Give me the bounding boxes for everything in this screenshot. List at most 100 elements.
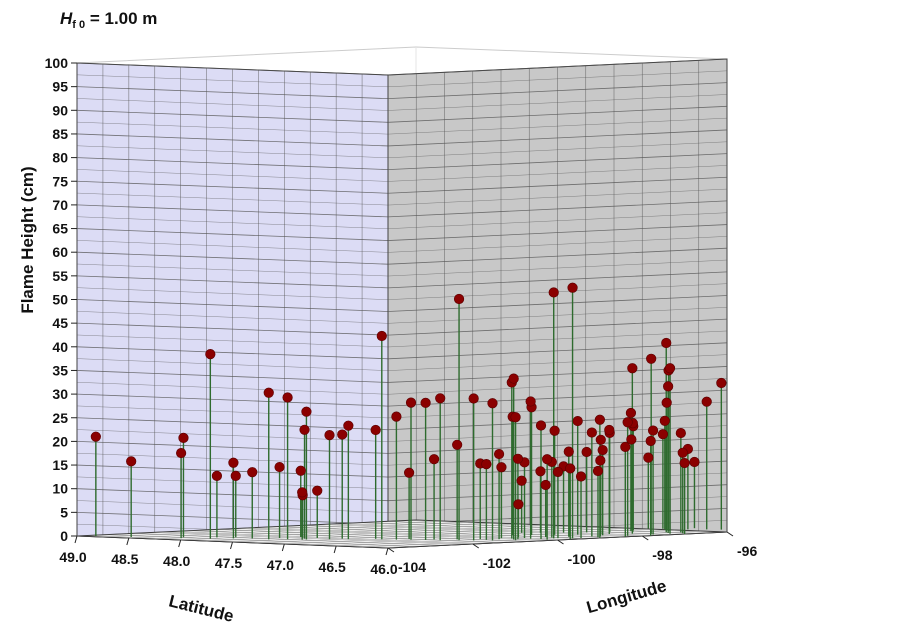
floor-gridline [246,527,558,541]
data-point [525,396,536,407]
data-point [659,415,670,426]
data-point [575,471,587,482]
x-tick-label: 47.5 [215,555,242,571]
data-point [565,463,576,474]
data-point [535,420,547,431]
y-tick-label: -102 [483,555,511,571]
floor-gridline [274,526,586,539]
data-point [549,425,560,436]
data-point [376,330,387,342]
y-tick-label: -96 [737,543,757,559]
y-tick-mark [726,531,734,537]
z-axis: 0 5 10 15 20 25 30 35 40 45 50 55 60 65 70 75 80 85 90 95 10… [45,55,77,544]
z-tick-label: 80 [52,150,68,166]
data-point [420,397,431,408]
data-point [661,337,672,349]
z-tick-label: 60 [52,244,68,260]
data-point [205,349,216,360]
data-point [626,434,637,445]
data-point [675,427,686,439]
y-tick-mark [641,535,649,541]
data-point [230,470,241,482]
data-point [405,397,417,408]
z-tick-label: 5 [60,504,68,520]
z-tick-label: 25 [52,410,68,426]
z-tick-label: 55 [52,268,68,284]
data-point [604,424,615,436]
data-point [620,441,631,453]
z-tick-label: 95 [52,79,68,95]
chart-title: Hf 0 = 1.00 m [60,9,157,31]
y-tick-mark [387,547,395,553]
z-tick-label: 0 [60,528,68,544]
right-wall [387,58,728,549]
y-axis-label: Longitude [584,576,668,617]
data-point [247,467,258,478]
z-tick-label: 70 [52,197,68,213]
x-tick-label: 46.0 [370,561,397,577]
data-point [567,282,578,293]
data-point [595,434,606,445]
data-point [324,430,335,441]
data-point [211,470,223,482]
data-point [391,411,402,422]
data-point [496,462,507,473]
data-point [627,363,638,374]
data-point [625,407,637,419]
title-letter: H [60,9,73,28]
data-point [295,465,306,476]
data-stems [95,287,723,541]
data-point [312,485,323,496]
data-point [581,446,592,458]
data-point [597,444,608,456]
data-point [453,293,465,305]
data-point [126,456,137,467]
data-point [301,406,312,417]
data-point [542,454,553,465]
data-point [548,287,559,298]
y-tick-label: -104 [398,559,426,575]
x-tick-label: 47.0 [267,557,294,573]
floor-gridline [189,530,502,543]
x-tick-mark [230,541,233,550]
x-tick-mark [333,545,337,554]
y-tick-mark [472,543,480,549]
y-tick-mark [557,539,564,545]
data-point [586,427,597,438]
data-point [647,425,659,436]
data-point [428,454,440,465]
floor-gridline [218,529,530,542]
data-point [516,475,527,486]
z-tick-label: 85 [52,126,68,142]
data-point [90,431,101,442]
data-point [552,466,564,478]
floor-gridline [415,519,728,533]
x-axis-label: Latitude [167,591,236,625]
data-point [452,439,463,450]
data-point [563,446,574,457]
data-point [493,448,505,460]
data-point [435,393,446,404]
data-point [487,398,498,409]
data-point [510,412,521,423]
z-axis-label: Flame Height (cm) [18,166,37,313]
data-point [664,363,676,374]
data-point [282,392,293,403]
x-tick-label: 48.5 [111,551,138,567]
data-point [645,435,656,447]
x-axis: 49.0 48.5 48.0 47.5 47.0 46.5 46.0 [59,535,398,577]
data-point [661,397,672,408]
x-tick-mark [385,547,389,556]
z-tick-label: 10 [52,481,68,497]
data-point [689,456,700,468]
data-point [468,393,479,404]
z-tick-label: 15 [52,457,68,473]
x-tick-mark [178,539,182,548]
floor-gridline [105,534,417,547]
data-point [657,429,669,440]
z-tick-label: 50 [52,292,68,308]
z-tick-label: 35 [52,362,68,378]
y-tick-label: -98 [652,547,672,563]
floor-gridline [133,533,445,546]
